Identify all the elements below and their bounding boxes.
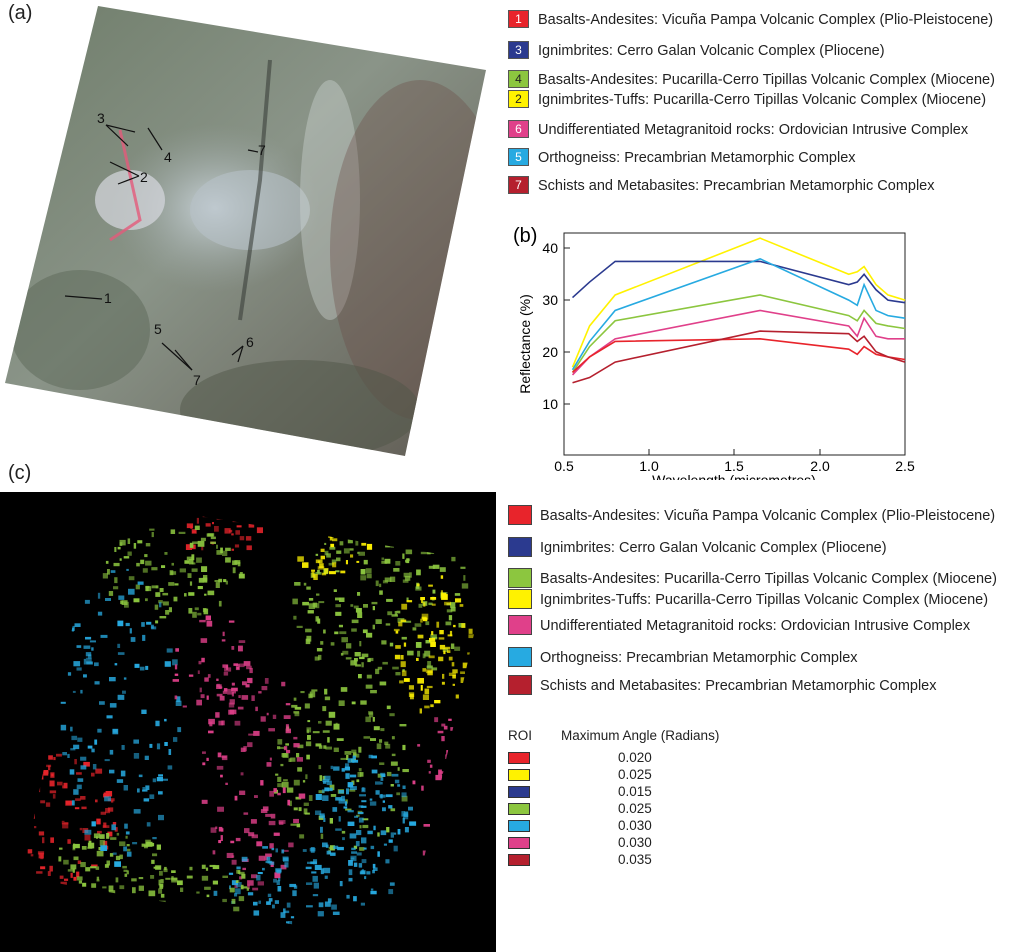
legend-a-swatch: 6 — [508, 120, 529, 138]
y-axis-label: Reflectance (%) — [517, 294, 533, 394]
roi-swatch — [508, 820, 530, 832]
legend-c-label: Ignimbrites: Cerro Galan Volcanic Comple… — [540, 540, 887, 556]
x-tick: 2.5 — [895, 449, 915, 474]
x-tick-label: 2.5 — [895, 458, 915, 474]
roi-swatch — [508, 854, 530, 866]
roi-value: 0.015 — [618, 784, 652, 799]
series-line — [571, 309, 905, 376]
y-axis: 10 20 30 40 — [542, 240, 570, 412]
legend-c-swatch — [508, 615, 532, 635]
x-tick-label: 1.5 — [724, 458, 744, 474]
series-line — [571, 260, 906, 304]
legend-c-swatch — [508, 537, 532, 557]
legend-c-label: Orthogneiss: Precambrian Metamorphic Com… — [540, 650, 858, 666]
x-tick-label: 0.5 — [554, 458, 574, 474]
x-tick-label: 1.0 — [639, 458, 659, 474]
legend-c-label: Basalts-Andesites: Pucarilla-Cerro Tipil… — [540, 571, 997, 587]
series-line — [571, 257, 906, 371]
legend-a-swatch: 3 — [508, 41, 529, 59]
roi-swatch — [508, 786, 530, 798]
y-tick: 20 — [542, 344, 570, 360]
legend-c-swatch — [508, 568, 532, 588]
legend-c-swatch — [508, 675, 532, 695]
x-tick: 2.0 — [810, 449, 830, 474]
legend-a-label: Orthogneiss: Precambrian Metamorphic Com… — [538, 150, 856, 166]
y-tick-label: 40 — [542, 240, 558, 256]
max-angle-header: Maximum Angle (Radians) — [561, 728, 720, 743]
roi-header: ROI — [508, 728, 533, 743]
x-axis: 0.5 1.0 1.5 2.0 2.5 — [554, 449, 915, 474]
legend-c-label: Basalts-Andesites: Vicuña Pampa Volcanic… — [540, 508, 996, 524]
roi-value: 0.025 — [618, 767, 652, 782]
x-tick: 1.0 — [639, 449, 659, 474]
annotation-label-2: 2 — [140, 169, 148, 185]
roi-value: 0.030 — [618, 835, 652, 850]
legend-c-swatch — [508, 505, 532, 525]
legend-c-label: Schists and Metabasites: Precambrian Met… — [540, 678, 937, 694]
panel-label-a: (a) — [8, 2, 33, 24]
y-tick: 10 — [542, 396, 570, 412]
legend-a-swatch: 1 — [508, 10, 529, 28]
roi-value: 0.020 — [618, 750, 652, 765]
series-line — [572, 330, 906, 384]
x-tick: 1.5 — [724, 449, 744, 474]
reflectance-chart: (b) 10 20 30 40 0.5 1.0 1.5 — [513, 225, 915, 480]
series-line — [571, 237, 906, 368]
legend-a-label: Undifferentiated Metagranitoid rocks: Or… — [538, 122, 969, 138]
legend-a-swatch: 2 — [508, 90, 529, 108]
panel-label-b: (b) — [513, 225, 537, 247]
roi-value: 0.035 — [618, 852, 652, 867]
series-lines — [571, 237, 906, 384]
legend-a-label: Basalts-Andesites: Pucarilla-Cerro Tipil… — [538, 72, 995, 88]
legend-a-label: Schists and Metabasites: Precambrian Met… — [538, 178, 935, 194]
annotation-label-1: 1 — [104, 290, 112, 306]
annotation-label-7-bottom: 7 — [193, 372, 201, 388]
legend-a-label: Ignimbrites-Tuffs: Pucarilla-Cerro Tipil… — [538, 92, 987, 108]
legend-c-label: Undifferentiated Metagranitoid rocks: Or… — [540, 618, 971, 634]
roi-swatch — [508, 769, 530, 781]
plot-frame — [563, 232, 906, 456]
annotation-label-5: 5 — [154, 321, 162, 337]
roi-value: 0.030 — [618, 818, 652, 833]
x-axis-label: Wavelength (micrometres) — [652, 472, 816, 480]
series-line — [571, 338, 906, 373]
roi-swatch — [508, 803, 530, 815]
legend-a-swatch: 7 — [508, 176, 529, 194]
series-line — [571, 294, 906, 373]
annotation-lines-a — [64, 124, 259, 371]
x-tick: 0.5 — [554, 449, 574, 474]
legend-a-swatch: 4 — [508, 70, 529, 88]
legend-c-swatch — [508, 589, 532, 609]
legend-a-label: Basalts-Andesites: Vicuña Pampa Volcanic… — [538, 12, 994, 28]
y-tick-label: 10 — [542, 396, 558, 412]
annotation-label-4: 4 — [164, 149, 172, 165]
legend-c-swatch — [508, 647, 532, 667]
classification-map-c — [0, 492, 496, 952]
map-background — [0, 492, 496, 952]
panel-label-c: (c) — [8, 462, 32, 484]
roi-value: 0.025 — [618, 801, 652, 816]
y-tick: 40 — [542, 240, 570, 256]
legend-c-label: Ignimbrites-Tuffs: Pucarilla-Cerro Tipil… — [540, 592, 989, 608]
x-tick-label: 2.0 — [810, 458, 830, 474]
legend-a-swatch: 5 — [508, 148, 529, 166]
y-tick-label: 20 — [542, 344, 558, 360]
y-tick: 30 — [542, 292, 570, 308]
annotation-label-6: 6 — [246, 334, 254, 350]
roi-swatch — [508, 752, 530, 764]
roi-swatch — [508, 837, 530, 849]
annotation-label-7-top: 7 — [258, 142, 266, 158]
annotation-label-3: 3 — [97, 110, 105, 126]
legend-a-label: Ignimbrites: Cerro Galan Volcanic Comple… — [538, 43, 885, 59]
y-tick-label: 30 — [542, 292, 558, 308]
satellite-image-a: 3 4 7 2 1 5 7 6 — [5, 6, 486, 456]
